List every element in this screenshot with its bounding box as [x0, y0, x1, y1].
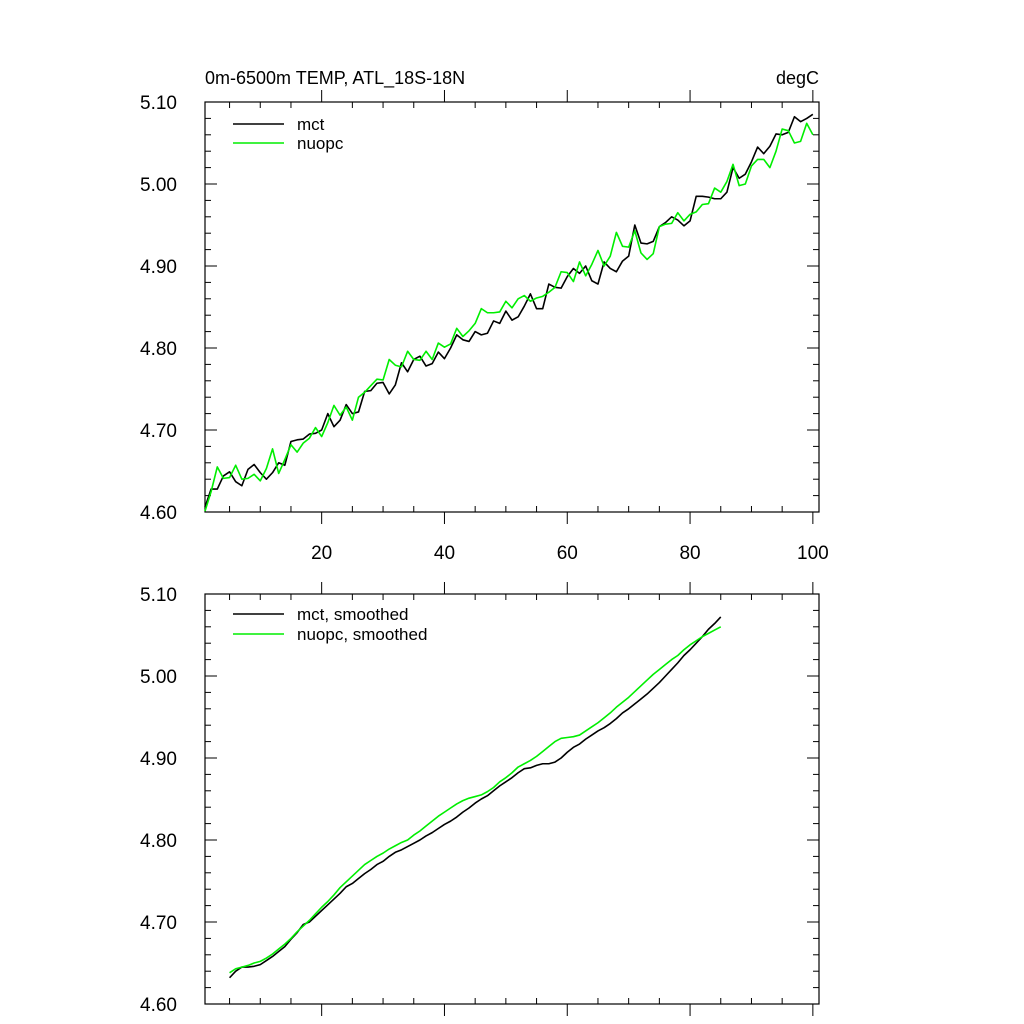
- series-line-nuopc: [204, 122, 814, 512]
- y-tick-label: 4.80: [140, 831, 177, 852]
- bottom-ticks: 4.60 4.70 4.80 4.90 5.00 5.10: [140, 582, 819, 1016]
- top-plot-frame: [204, 101, 820, 513]
- y-tick-label: 4.80: [140, 339, 177, 360]
- legend-label-nuopc: nuopc: [297, 134, 344, 153]
- y-tick-label: 4.90: [140, 749, 177, 770]
- y-tick-label: 5.10: [140, 585, 177, 606]
- legend-label-mct-smoothed: mct, smoothed: [297, 605, 409, 624]
- y-tick-label: 4.60: [140, 503, 177, 524]
- y-tick-label: 4.70: [140, 421, 177, 442]
- bottom-panel: 4.60 4.70 4.80 4.90 5.00 5.10 mct, smoothed n…: [140, 582, 820, 1016]
- bottom-plot-frame: [204, 593, 820, 1005]
- series-line-mct-smoothed: [228, 616, 722, 979]
- x-tick-label: 100: [797, 543, 829, 564]
- series-line-mct: [204, 113, 814, 508]
- top-series-lines: [204, 113, 814, 512]
- y-tick-label: 4.60: [140, 995, 177, 1016]
- x-tick-label: 80: [679, 543, 700, 564]
- y-tick-label: 4.90: [140, 257, 177, 278]
- y-tick-label: 5.00: [140, 175, 177, 196]
- x-tick-label: 60: [557, 543, 578, 564]
- x-tick-label: 40: [434, 543, 455, 564]
- top-chart-title: 0m-6500m TEMP, ATL_18S-18N: [205, 68, 465, 89]
- legend-label-nuopc-smoothed: nuopc, smoothed: [297, 625, 427, 644]
- legend-label-mct: mct: [297, 115, 325, 134]
- top-legend: mct nuopc: [233, 115, 344, 153]
- top-panel: 0m-6500m TEMP, ATL_18S-18N degC 4.60 4.70…: [140, 68, 829, 564]
- bottom-series-lines: [228, 616, 722, 979]
- bottom-legend: mct, smoothed nuopc, smoothed: [233, 605, 427, 644]
- x-tick-label: 20: [311, 543, 332, 564]
- y-tick-label: 5.00: [140, 667, 177, 688]
- top-chart-units: degC: [776, 68, 819, 88]
- y-tick-label: 4.70: [140, 913, 177, 934]
- top-ticks: 4.60 4.70 4.80 4.90 5.00 5.10 20 40 60 80 100: [140, 90, 829, 564]
- y-tick-label: 5.10: [140, 93, 177, 114]
- series-line-nuopc-smoothed: [229, 626, 722, 974]
